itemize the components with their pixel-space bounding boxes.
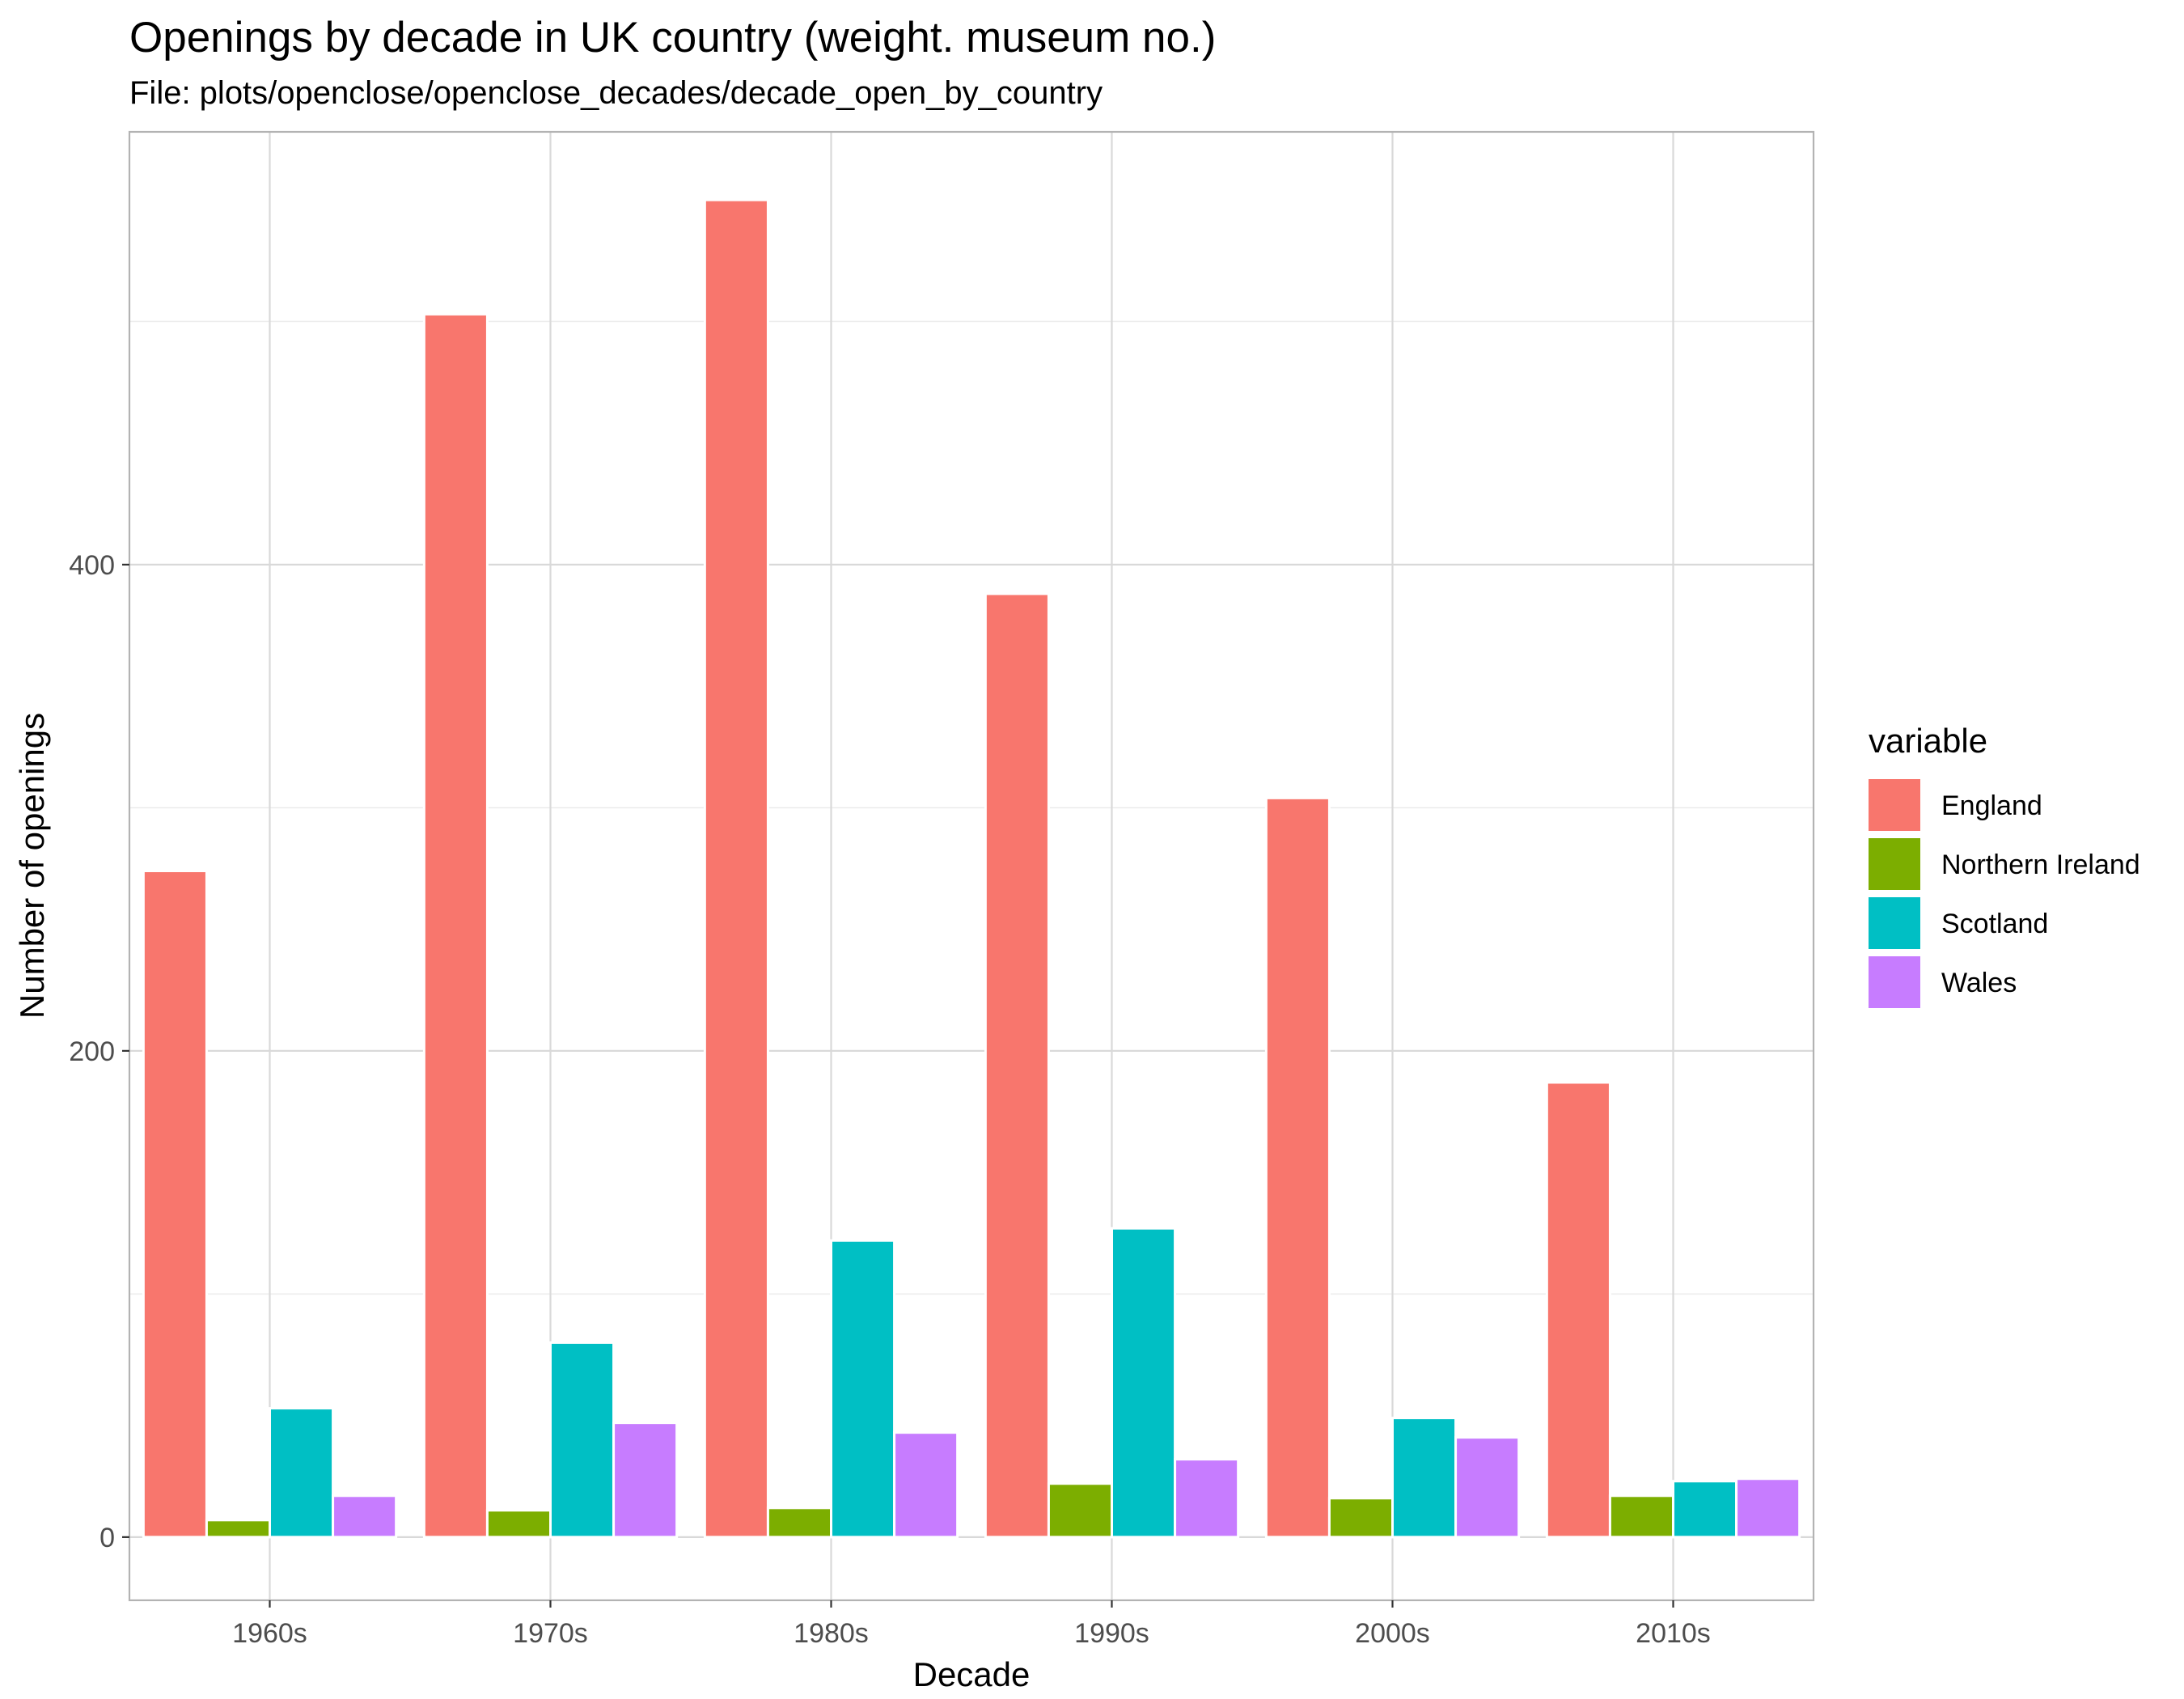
y-tick-label: 0	[99, 1523, 115, 1553]
x-axis: 1960s 1970s 1980s 1990s 2000s 2010s	[232, 1600, 1711, 1649]
legend-key-northern-ireland	[1869, 838, 1920, 890]
bars	[142, 198, 1801, 1539]
bar-northern-ireland-1990s	[1047, 1482, 1114, 1539]
legend-label-northern-ireland: Northern Ireland	[1941, 850, 2140, 880]
bar-england-1960s	[142, 870, 208, 1539]
x-tick-label: 1970s	[513, 1618, 588, 1649]
bar-wales-2010s	[1735, 1477, 1801, 1539]
x-tick-label: 1980s	[794, 1618, 869, 1649]
bar-scotland-1970s	[549, 1341, 616, 1539]
chart-subtitle: File: plots/openclose/openclose_decades/…	[129, 75, 1103, 111]
bar-northern-ireland-2010s	[1608, 1494, 1675, 1539]
bar-wales-1960s	[332, 1494, 398, 1539]
bar-northern-ireland-1960s	[205, 1519, 271, 1539]
y-tick-label: 400	[69, 550, 115, 581]
y-tick-label: 200	[69, 1036, 115, 1067]
minor-gridlines	[129, 320, 1814, 1295]
bar-england-1970s	[422, 312, 489, 1539]
bar-wales-1970s	[612, 1421, 679, 1539]
x-axis-title: Decade	[913, 1655, 1031, 1693]
bar-wales-1990s	[1174, 1458, 1240, 1539]
y-axis: 0 200 400	[69, 550, 129, 1553]
bar-england-1990s	[984, 592, 1050, 1539]
chart-title: Openings by decade in UK country (weight…	[129, 14, 1216, 61]
bar-england-1980s	[703, 198, 769, 1539]
y-axis-title: Number of openings	[13, 713, 51, 1019]
bar-scotland-1980s	[830, 1239, 896, 1539]
x-tick-label: 2010s	[1636, 1618, 1711, 1649]
bar-scotland-2000s	[1391, 1417, 1458, 1539]
bar-england-2000s	[1264, 796, 1331, 1539]
bar-northern-ireland-1970s	[485, 1509, 552, 1539]
legend-key-wales	[1869, 956, 1920, 1008]
bar-northern-ireland-2000s	[1327, 1497, 1395, 1539]
x-tick-label: 1990s	[1074, 1618, 1149, 1649]
bar-scotland-1960s	[269, 1407, 335, 1539]
bar-england-2010s	[1545, 1081, 1611, 1539]
x-tick-label: 2000s	[1355, 1618, 1430, 1649]
legend-title: variable	[1869, 722, 1987, 760]
plot-panel	[129, 132, 1814, 1600]
plot-border	[128, 130, 1815, 1602]
bar-wales-2000s	[1454, 1436, 1521, 1539]
bar-scotland-2010s	[1672, 1480, 1738, 1539]
legend-label-england: England	[1941, 790, 2042, 821]
bar-scotland-1990s	[1111, 1227, 1177, 1539]
legend-key-england	[1869, 779, 1920, 831]
legend: variable England Northern Ireland Scotland…	[1869, 722, 2140, 1008]
x-tick-label: 1960s	[232, 1618, 307, 1649]
legend-key-scotland	[1869, 897, 1920, 949]
bar-wales-1980s	[893, 1431, 959, 1539]
bar-northern-ireland-1980s	[766, 1506, 832, 1539]
legend-label-wales: Wales	[1941, 968, 2017, 998]
legend-label-scotland: Scotland	[1941, 909, 2048, 939]
